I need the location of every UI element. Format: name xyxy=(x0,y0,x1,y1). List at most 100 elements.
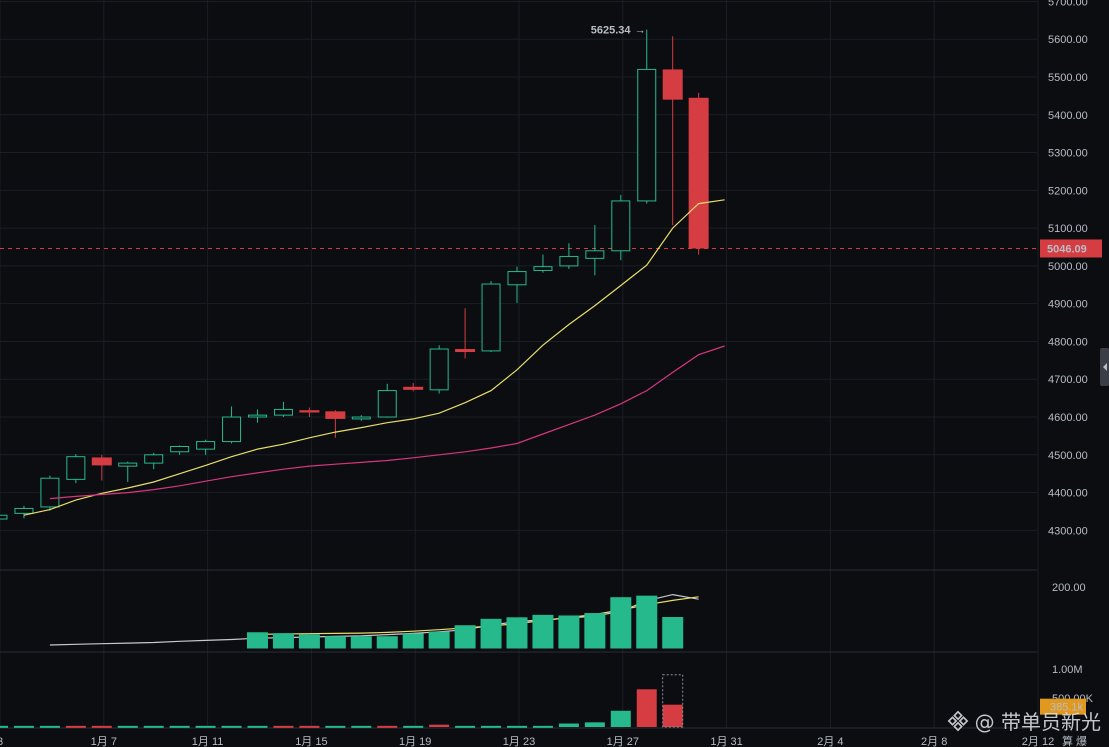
volume2-projection xyxy=(662,674,684,728)
high-label: 5625.34 xyxy=(591,25,632,37)
volume2-bar xyxy=(299,725,320,728)
candles xyxy=(0,29,709,520)
volume2-bar xyxy=(481,725,502,728)
candle-body xyxy=(481,283,501,352)
price-tick-label: 5100.00 xyxy=(1048,223,1088,235)
candle-body xyxy=(585,250,605,259)
candle-body xyxy=(351,416,371,420)
volume2-bar xyxy=(221,725,242,728)
time-tick-label: 1月 31 xyxy=(710,736,742,747)
volume-bar xyxy=(272,633,294,649)
candle-body xyxy=(222,416,242,443)
candle xyxy=(144,452,164,470)
candle-body xyxy=(0,514,8,520)
candle-body xyxy=(533,266,553,271)
candle-body xyxy=(662,69,683,100)
time-tick-label: 1月 7 xyxy=(91,736,117,747)
volume-ma-short-line xyxy=(257,596,699,635)
candle xyxy=(637,29,657,204)
candle-body xyxy=(118,462,138,467)
volume-bar xyxy=(610,597,632,649)
annotations: 5625.34 → xyxy=(591,25,646,37)
volume-bar xyxy=(506,617,528,649)
volume2-bar xyxy=(13,725,34,728)
time-tick-label: 2月 4 xyxy=(817,736,843,747)
volume2-bar xyxy=(455,725,476,728)
ma-long-line xyxy=(49,345,725,500)
volume-bar xyxy=(662,617,684,649)
candle-body xyxy=(429,348,449,391)
candle-body xyxy=(377,390,397,418)
grid-lines xyxy=(0,0,1039,729)
volume2-bar xyxy=(247,725,268,728)
candle-body xyxy=(559,255,579,267)
candle xyxy=(688,92,709,255)
candle xyxy=(118,461,138,483)
volume-bar xyxy=(350,636,372,649)
volume-bar xyxy=(480,618,502,649)
volume2-bar xyxy=(195,725,216,728)
candle xyxy=(170,445,190,455)
watermark: @ 带单员新光 xyxy=(947,706,1101,735)
time-tick-label: 2月 12 xyxy=(1022,736,1054,747)
volume2-bar xyxy=(0,725,8,728)
volume2-bar xyxy=(325,725,346,728)
current-price-tag-bg xyxy=(1040,239,1102,258)
candle xyxy=(481,281,501,353)
price-tick-label: 5600.00 xyxy=(1048,34,1088,46)
volume-bar xyxy=(428,631,450,649)
volume-bar xyxy=(402,633,424,649)
candle xyxy=(662,36,683,226)
price-tick-label: 4800.00 xyxy=(1048,336,1088,348)
candle xyxy=(351,415,371,421)
price-tick-label: 4500.00 xyxy=(1048,450,1088,462)
candle xyxy=(196,439,216,455)
volume-tick-label: 200.00 xyxy=(1052,582,1086,594)
candle-body xyxy=(273,408,293,416)
candle-body xyxy=(611,200,631,252)
arrow-right-icon: → xyxy=(635,25,646,37)
candle xyxy=(559,243,579,269)
volume2-bar xyxy=(143,725,164,728)
candle xyxy=(66,454,86,484)
candle-body xyxy=(14,507,34,514)
candle xyxy=(40,475,60,511)
volume-bars xyxy=(0,595,684,728)
candle xyxy=(429,345,449,394)
candle-body xyxy=(403,386,424,390)
candle xyxy=(585,225,605,276)
ma-short-line xyxy=(23,199,725,516)
candle-body xyxy=(637,68,657,202)
axis-collapse-handle[interactable] xyxy=(1100,348,1109,386)
time-axis: 3 1月 7 1月 11 1月 15 1月 19 1月 23 1月 27 1月 31 2月 4 2… xyxy=(0,734,1087,747)
price-tick-label: 5700.00 xyxy=(1048,0,1088,8)
volume2-bar xyxy=(169,725,190,728)
time-tick-label: 1月 19 xyxy=(399,736,431,747)
volume2-bar xyxy=(351,725,372,728)
price-tick-label: 4700.00 xyxy=(1048,374,1088,386)
time-tick-label: 1月 23 xyxy=(503,736,535,747)
candle xyxy=(222,406,242,444)
candle-body xyxy=(299,410,320,413)
chevron-left-icon xyxy=(1102,363,1107,371)
price-axis: 5700.00 5600.00 5500.00 5400.00 5300.00 5200.… xyxy=(1040,0,1102,715)
candle-body xyxy=(170,445,190,453)
candle xyxy=(325,410,346,438)
volume2-bar xyxy=(429,724,450,727)
candle xyxy=(273,401,293,418)
price-tick-label: 4300.00 xyxy=(1048,525,1088,537)
volume2-bar xyxy=(662,704,683,727)
watermark-text: @ 带单员新光 xyxy=(974,710,1101,734)
price-tick-label: 4900.00 xyxy=(1048,299,1088,311)
volume-bar xyxy=(247,632,268,649)
candle-body xyxy=(91,457,112,466)
price-tick-label: 5300.00 xyxy=(1048,148,1088,160)
volume-bar xyxy=(584,613,606,649)
volume-bar xyxy=(558,615,580,649)
candle xyxy=(455,308,476,359)
volume2-bar xyxy=(39,725,60,728)
volume2-bar xyxy=(636,689,657,727)
candle-body xyxy=(40,477,60,508)
volume2-bar xyxy=(273,725,294,728)
